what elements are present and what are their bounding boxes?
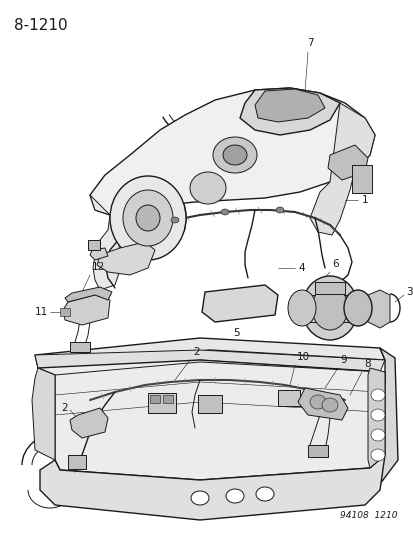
Polygon shape — [32, 368, 55, 460]
Polygon shape — [297, 388, 347, 420]
Polygon shape — [90, 195, 165, 290]
Ellipse shape — [370, 409, 384, 421]
Text: 9: 9 — [339, 355, 346, 365]
Ellipse shape — [321, 398, 337, 412]
Ellipse shape — [136, 205, 159, 231]
Ellipse shape — [275, 207, 283, 213]
Ellipse shape — [255, 487, 273, 501]
Ellipse shape — [343, 290, 371, 326]
Bar — [68, 455, 86, 469]
Ellipse shape — [225, 489, 243, 503]
Text: 6: 6 — [331, 259, 338, 269]
Text: 7: 7 — [306, 38, 313, 48]
Polygon shape — [90, 248, 108, 260]
Ellipse shape — [212, 137, 256, 173]
Text: 8: 8 — [363, 359, 370, 369]
Text: 3: 3 — [405, 287, 412, 297]
Polygon shape — [367, 368, 384, 468]
Ellipse shape — [123, 190, 173, 246]
Text: 2: 2 — [61, 403, 68, 413]
Bar — [163, 395, 173, 403]
Ellipse shape — [370, 449, 384, 461]
Polygon shape — [38, 360, 384, 480]
Polygon shape — [309, 103, 374, 235]
Ellipse shape — [171, 217, 178, 223]
Bar — [147, 393, 176, 413]
Ellipse shape — [287, 290, 315, 326]
Bar — [60, 308, 70, 316]
Ellipse shape — [311, 286, 347, 330]
Ellipse shape — [190, 491, 209, 505]
Text: 2: 2 — [192, 347, 199, 357]
Ellipse shape — [370, 429, 384, 441]
Ellipse shape — [223, 145, 247, 165]
Bar — [314, 282, 344, 294]
Bar — [197, 395, 221, 413]
Polygon shape — [35, 350, 384, 375]
Polygon shape — [90, 88, 374, 215]
Polygon shape — [301, 295, 357, 322]
Bar — [351, 165, 371, 193]
Ellipse shape — [190, 172, 225, 204]
Text: 4: 4 — [297, 263, 304, 273]
Bar — [307, 445, 327, 457]
Ellipse shape — [370, 389, 384, 401]
Polygon shape — [254, 89, 324, 122]
Ellipse shape — [221, 209, 228, 215]
Bar — [150, 395, 159, 403]
Text: 10: 10 — [296, 352, 309, 362]
Text: 11: 11 — [35, 307, 48, 317]
Polygon shape — [97, 242, 154, 275]
Bar — [70, 342, 90, 352]
Polygon shape — [40, 455, 384, 520]
Text: 1: 1 — [361, 195, 368, 205]
Polygon shape — [35, 338, 384, 368]
Ellipse shape — [110, 176, 185, 260]
Polygon shape — [70, 408, 108, 438]
Polygon shape — [202, 285, 277, 322]
Text: 12: 12 — [92, 262, 105, 272]
Polygon shape — [65, 287, 112, 302]
Polygon shape — [327, 145, 367, 180]
Bar — [277, 390, 299, 406]
Text: 94108  1210: 94108 1210 — [339, 511, 397, 520]
Text: 8-1210: 8-1210 — [14, 18, 67, 33]
Ellipse shape — [309, 395, 325, 409]
Polygon shape — [63, 295, 110, 325]
Bar — [88, 240, 100, 250]
Polygon shape — [240, 88, 339, 135]
Polygon shape — [374, 348, 397, 490]
Text: 5: 5 — [233, 328, 240, 338]
Polygon shape — [367, 290, 389, 328]
Ellipse shape — [301, 276, 357, 340]
